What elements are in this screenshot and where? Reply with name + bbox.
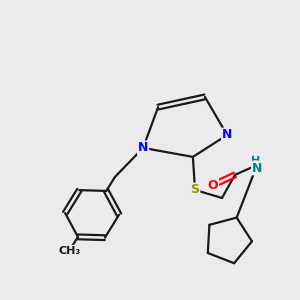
Text: N: N [138, 141, 148, 154]
Text: H: H [251, 155, 260, 166]
Text: CH₃: CH₃ [58, 246, 80, 256]
Text: N: N [222, 128, 232, 142]
Text: S: S [190, 183, 200, 196]
Text: N: N [252, 161, 262, 175]
Text: O: O [208, 178, 218, 192]
